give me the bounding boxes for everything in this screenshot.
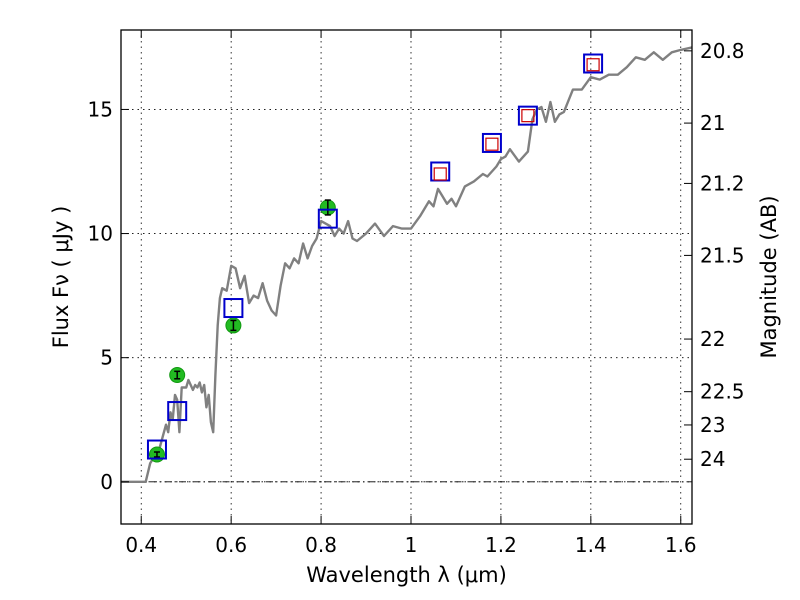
- right-tick-label: 23: [700, 413, 725, 437]
- y-tick-label: 0: [100, 470, 113, 494]
- grid: [121, 30, 692, 524]
- right-axis-label: Magnitude (AB): [757, 195, 781, 358]
- synthetic-flux-square: [583, 53, 604, 74]
- y-tick-label: 5: [100, 346, 113, 370]
- right-tick-label: 20.8: [700, 39, 745, 63]
- x-tick-label: 1: [405, 533, 418, 557]
- plot-area: [121, 46, 693, 483]
- y-tick-label: 10: [88, 222, 113, 246]
- synthetic-flux-square: [481, 132, 502, 153]
- right-tick-label: 24: [700, 447, 725, 471]
- template-flux-square: [433, 167, 447, 181]
- synthetic-flux-square: [223, 298, 244, 319]
- synthetic-flux-square: [167, 401, 188, 422]
- right-tick-label: 21: [700, 111, 725, 135]
- right-tick-label: 21.2: [700, 171, 745, 195]
- right-tick-label: 22: [700, 327, 725, 351]
- axis-ticks: 0.4 0.6 0.8 1 1.2 1.4 1.6 0 5 10 15 20.8 21 21.2 21.5 2…: [88, 30, 745, 557]
- sed-model-line: [121, 46, 693, 483]
- template-flux-square: [521, 109, 535, 123]
- right-tick-label: 21.5: [700, 243, 745, 267]
- x-tick-label: 1.4: [575, 533, 607, 557]
- x-tick-label: 1.6: [665, 533, 697, 557]
- y-tick-label: 15: [88, 97, 113, 121]
- x-tick-label: 0.4: [125, 533, 157, 557]
- x-tick-label: 1.2: [485, 533, 517, 557]
- synthetic-flux-square: [517, 105, 538, 126]
- plot-frame: [120, 29, 693, 525]
- right-tick-label: 22.5: [700, 380, 745, 404]
- x-tick-label: 0.8: [305, 533, 337, 557]
- x-axis-label: Wavelength λ (μm): [306, 563, 507, 587]
- y-axis-label: Flux Fν ( μJy ): [49, 206, 73, 349]
- synthetic-flux-square: [317, 208, 338, 229]
- template-flux-square: [485, 137, 499, 151]
- template-flux-square: [586, 58, 600, 72]
- x-tick-label: 0.6: [215, 533, 247, 557]
- synthetic-flux-square: [146, 439, 167, 460]
